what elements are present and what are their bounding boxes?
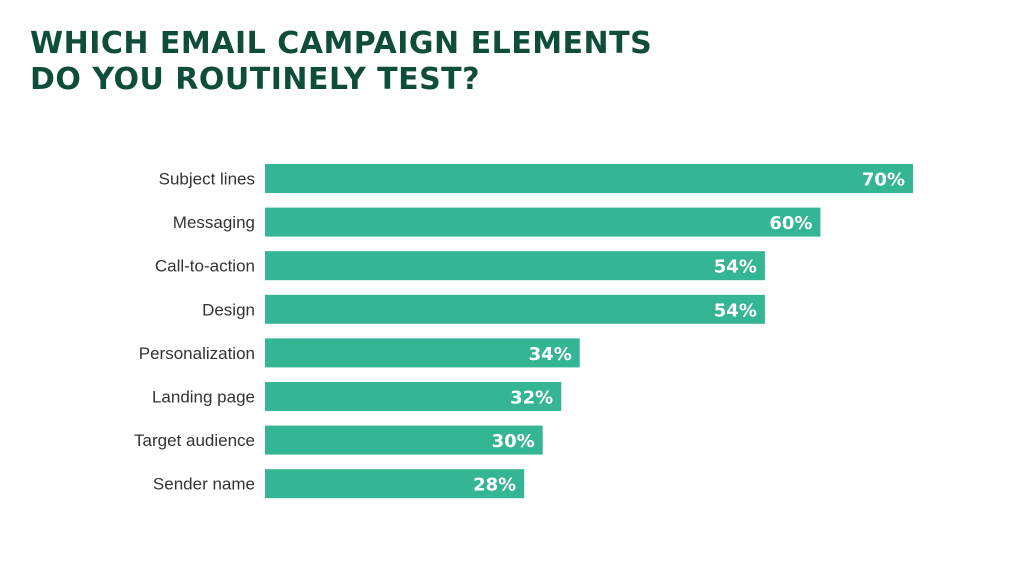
category-label: Target audience <box>134 431 255 450</box>
bar-landing-page <box>265 382 562 411</box>
value-label: 54% <box>714 300 757 321</box>
category-label: Personalization <box>139 344 255 363</box>
value-label: 34% <box>529 344 572 365</box>
category-label: Call-to-action <box>155 257 255 276</box>
value-label: 54% <box>714 257 757 278</box>
category-label: Messaging <box>173 213 255 232</box>
bar-design <box>265 294 765 324</box>
bar-messaging <box>265 207 821 237</box>
chart-title-line-2: DO YOU ROUTINELY TEST? <box>30 62 481 97</box>
value-label: 28% <box>473 475 516 496</box>
value-label: 32% <box>510 388 553 409</box>
value-label: 70% <box>862 170 905 191</box>
bar-subject-lines <box>265 164 913 193</box>
category-label: Subject lines <box>159 170 255 189</box>
bar-call-to-action <box>265 251 765 281</box>
bar-target-audience <box>265 425 543 455</box>
value-label: 60% <box>769 213 812 234</box>
bar-personalization <box>265 338 580 368</box>
chart-title-line-1: WHICH EMAIL CAMPAIGN ELEMENTS <box>30 26 653 61</box>
category-label: Landing page <box>152 388 255 407</box>
category-label: Design <box>202 300 255 319</box>
category-label: Sender name <box>153 475 255 494</box>
bar-sender-name <box>265 469 525 499</box>
chart-title: WHICH EMAIL CAMPAIGN ELEMENTS DO YOU ROU… <box>30 26 652 98</box>
value-label: 30% <box>492 431 535 452</box>
